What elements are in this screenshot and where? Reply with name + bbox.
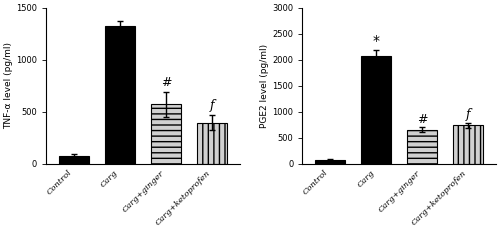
- Bar: [361, 56, 391, 164]
- Y-axis label: PGE2 level (pg/ml): PGE2 level (pg/ml): [260, 44, 270, 128]
- Bar: [453, 125, 483, 164]
- Y-axis label: TNF-α level (pg/ml): TNF-α level (pg/ml): [4, 42, 13, 129]
- Bar: [58, 156, 88, 164]
- Bar: [151, 104, 181, 164]
- Text: #: #: [417, 113, 428, 126]
- Bar: [104, 26, 134, 164]
- Text: #: #: [160, 76, 171, 89]
- Bar: [197, 123, 227, 164]
- Text: *: *: [372, 34, 380, 48]
- Text: f: f: [210, 99, 214, 112]
- Text: f: f: [466, 108, 470, 121]
- Bar: [315, 160, 345, 164]
- Bar: [407, 130, 437, 164]
